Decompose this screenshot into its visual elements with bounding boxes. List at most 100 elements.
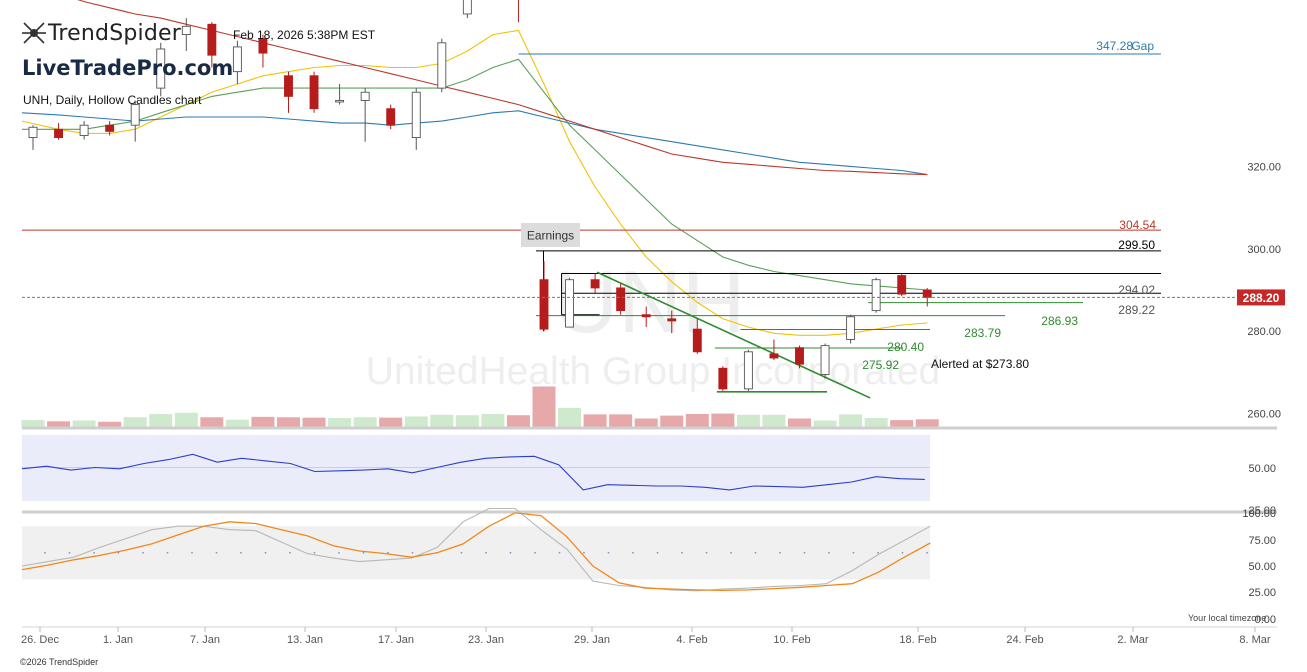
volume-bar — [506, 415, 530, 428]
candle-body — [641, 314, 651, 318]
x-tick-label: 8. Mar — [1239, 634, 1271, 646]
level-label: 294.02 — [1118, 283, 1155, 297]
gap-level-label: 347.28 — [1096, 39, 1133, 53]
price-tick-label: 280.00 — [1247, 326, 1281, 338]
stoch-midline-dot — [215, 551, 218, 554]
stoch-midline-dot — [44, 551, 46, 554]
stoch-tick-label: 25.00 — [1248, 587, 1276, 599]
stoch-tick-label: 100.00 — [1242, 508, 1276, 520]
rsi-tick-label: 50.00 — [1248, 463, 1276, 475]
volume-bar — [455, 415, 479, 428]
spider-icon — [22, 22, 46, 44]
gap-suffix-label: Gap — [1131, 39, 1154, 53]
volume-bar — [353, 417, 377, 428]
candle-body — [692, 328, 702, 353]
rsi-tick-label: 25.00 — [1248, 505, 1276, 517]
trendspider-logo: TrendSpider — [20, 18, 181, 48]
stoch-midline-dot — [607, 551, 610, 554]
stoch-midline-dot — [754, 551, 757, 554]
x-tick-label: 26. Dec — [21, 634, 59, 646]
candle-body — [462, 0, 472, 15]
stoch-midline-dot — [240, 551, 242, 554]
candle-body — [437, 42, 447, 89]
candle-body — [181, 25, 191, 36]
level-label: 283.79 — [964, 326, 1001, 340]
stoch-midline-dot — [730, 551, 732, 554]
volume-bar — [277, 417, 300, 428]
watermark-company: UnitedHealth Group Incorporated — [366, 350, 941, 393]
volume-bar — [481, 413, 505, 428]
volume-bar — [379, 417, 403, 428]
volume-bar — [430, 414, 454, 428]
level-label: 304.54 — [1119, 218, 1156, 232]
volume-bar — [174, 412, 198, 428]
candle-body — [922, 289, 932, 298]
level-label: 289.22 — [1118, 303, 1155, 317]
candle-body — [616, 287, 626, 312]
volume-bar — [558, 407, 582, 428]
moving-average-line — [77, 0, 928, 176]
volume-bar — [788, 418, 811, 428]
candle-body — [258, 38, 268, 54]
candle-body — [79, 124, 89, 136]
volume-bar — [711, 413, 735, 428]
stoch-midline-dot — [558, 551, 561, 554]
candle-body — [28, 126, 38, 139]
stoch-midline-dot — [191, 551, 193, 554]
candle-body — [130, 104, 140, 126]
stoch-midline-dot — [926, 551, 928, 554]
candle-body — [156, 48, 166, 89]
volume-bar — [123, 417, 147, 428]
x-tick-label: 10. Feb — [773, 634, 810, 646]
moving-average-line — [22, 58, 928, 291]
stoch-midline-dot — [313, 551, 316, 554]
candle-body — [846, 316, 856, 340]
volume-bar — [328, 418, 352, 428]
stoch-midline-dot — [877, 551, 879, 554]
x-tick-label: 24. Feb — [1006, 634, 1043, 646]
candle-body — [871, 279, 881, 312]
candle-body — [284, 75, 293, 97]
volume-bar — [583, 414, 607, 428]
volume-bar — [915, 419, 939, 428]
x-tick-label: 29. Jan — [574, 634, 610, 646]
copyright: ©2026 TrendSpider — [20, 657, 99, 667]
stoch-midline-dot — [656, 551, 659, 554]
stoch-midline-dot — [828, 551, 830, 554]
stoch-midline-dot — [362, 551, 365, 554]
stoch-midline-dot — [485, 551, 487, 554]
volume-bar — [634, 418, 658, 428]
candle-body — [309, 75, 319, 110]
volume-bar — [404, 416, 428, 428]
candle-body — [54, 128, 63, 139]
x-tick-label: 23. Jan — [468, 634, 504, 646]
candle-body — [411, 91, 421, 139]
timezone-note: Your local timezone — [1188, 613, 1267, 623]
x-tick-label: 7. Jan — [190, 634, 220, 646]
last-price-label: 288.20 — [1243, 291, 1280, 305]
x-tick-label: 18. Feb — [899, 634, 936, 646]
stoch-midline-dot — [93, 551, 95, 554]
timestamp: Feb 18, 2026 5:38PM EST — [233, 28, 376, 42]
volume-bar — [736, 414, 760, 428]
volume-bar — [532, 386, 556, 428]
candle-body — [105, 124, 115, 132]
volume-bar — [72, 420, 96, 428]
volume-bar — [302, 417, 326, 428]
pane-separator — [22, 426, 1277, 430]
volume-bar — [200, 417, 224, 428]
candle-body — [207, 23, 217, 56]
stoch-midline-dot — [264, 551, 267, 554]
candle-body — [232, 46, 242, 73]
candle-body — [565, 279, 574, 328]
stoch-midline-dot — [411, 551, 414, 554]
last-price-tag — [1237, 289, 1285, 306]
earnings-label: Earnings — [527, 229, 574, 243]
volume-bar — [839, 414, 863, 428]
volume-bar — [660, 415, 684, 428]
volume-bar — [225, 419, 249, 428]
stoch-midline-dot — [166, 551, 169, 554]
stochastic-k-line — [21, 512, 931, 592]
